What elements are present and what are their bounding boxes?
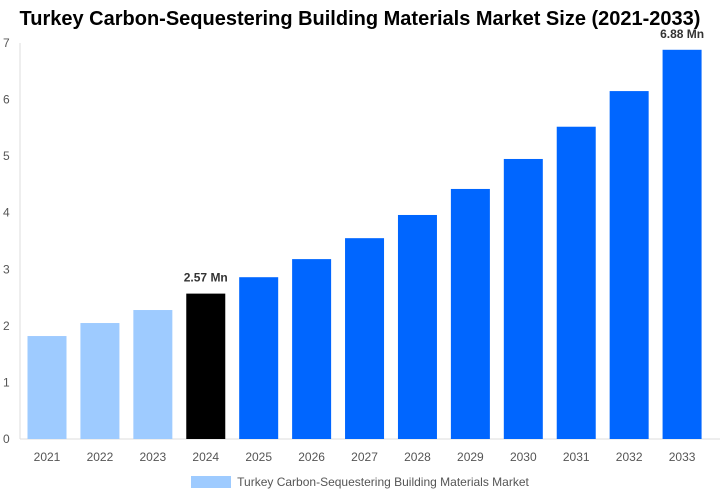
- bar-2027: [345, 238, 385, 439]
- y-tick-label: 1: [3, 375, 10, 389]
- y-tick-label: 4: [3, 206, 10, 220]
- y-tick-label: 0: [3, 432, 10, 446]
- bar-2026: [292, 259, 332, 439]
- x-tick-label: 2031: [563, 450, 590, 464]
- y-tick-label: 6: [3, 93, 10, 107]
- legend: Turkey Carbon-Sequestering Building Mate…: [0, 475, 720, 489]
- x-tick-label: 2021: [34, 450, 61, 464]
- x-tick-label: 2033: [669, 450, 696, 464]
- bar-2024: [186, 293, 226, 439]
- chart-title: Turkey Carbon-Sequestering Building Mate…: [19, 8, 701, 30]
- x-tick-label: 2029: [457, 450, 484, 464]
- data-label-2033: 6.88 Mn: [660, 27, 704, 41]
- y-tick-label: 5: [3, 149, 10, 163]
- x-tick-label: 2032: [616, 450, 643, 464]
- bar-2032: [609, 91, 649, 439]
- bar-2025: [239, 277, 279, 439]
- y-tick-label: 2: [3, 319, 10, 333]
- x-tick-label: 2030: [510, 450, 537, 464]
- x-tick-label: 2023: [139, 450, 166, 464]
- bar-2021: [27, 336, 67, 439]
- x-tick-label: 2028: [404, 450, 431, 464]
- bar-2031: [556, 126, 596, 440]
- y-tick-label: 3: [3, 262, 10, 276]
- legend-swatch: [191, 476, 232, 488]
- bar-2030: [503, 158, 543, 439]
- data-label-2024: 2.57 Mn: [184, 271, 228, 285]
- x-tick-label: 2027: [351, 450, 378, 464]
- bar-2023: [133, 310, 173, 439]
- x-tick-label: 2024: [192, 450, 219, 464]
- bar-2022: [80, 323, 120, 439]
- bar-2029: [450, 188, 490, 439]
- x-tick-label: 2025: [245, 450, 272, 464]
- x-tick-label: 2026: [298, 450, 325, 464]
- y-tick-label: 7: [3, 36, 10, 50]
- x-tick-label: 2022: [87, 450, 114, 464]
- bar-2033: [662, 49, 702, 439]
- bar-2028: [397, 214, 437, 439]
- legend-label: Turkey Carbon-Sequestering Building Mate…: [237, 475, 529, 489]
